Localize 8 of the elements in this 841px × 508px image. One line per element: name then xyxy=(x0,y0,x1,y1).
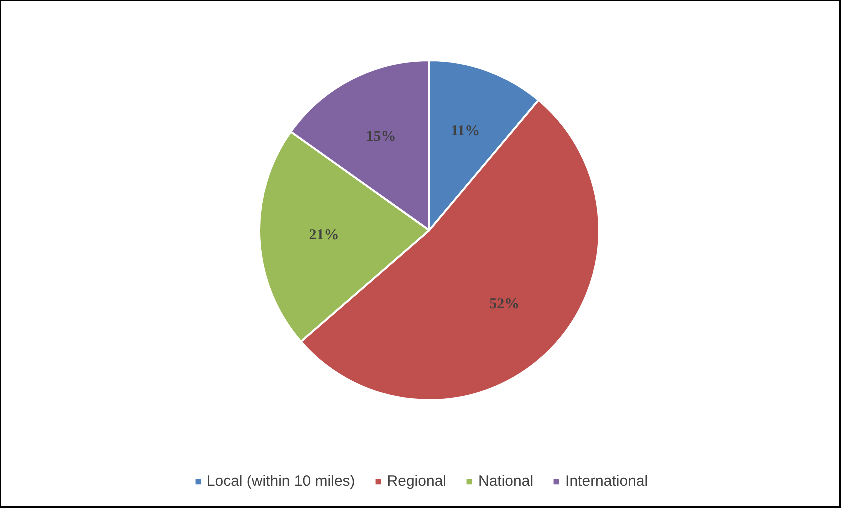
legend-label: National xyxy=(478,473,534,490)
legend-label: Regional xyxy=(387,473,446,490)
data-label: 52% xyxy=(490,296,520,312)
data-label: 11% xyxy=(450,123,480,140)
legend-label: International xyxy=(566,473,648,490)
legend-label: Local (within 10 miles) xyxy=(206,473,356,490)
data-label: 21% xyxy=(309,228,340,244)
data-label: 15% xyxy=(366,128,396,145)
